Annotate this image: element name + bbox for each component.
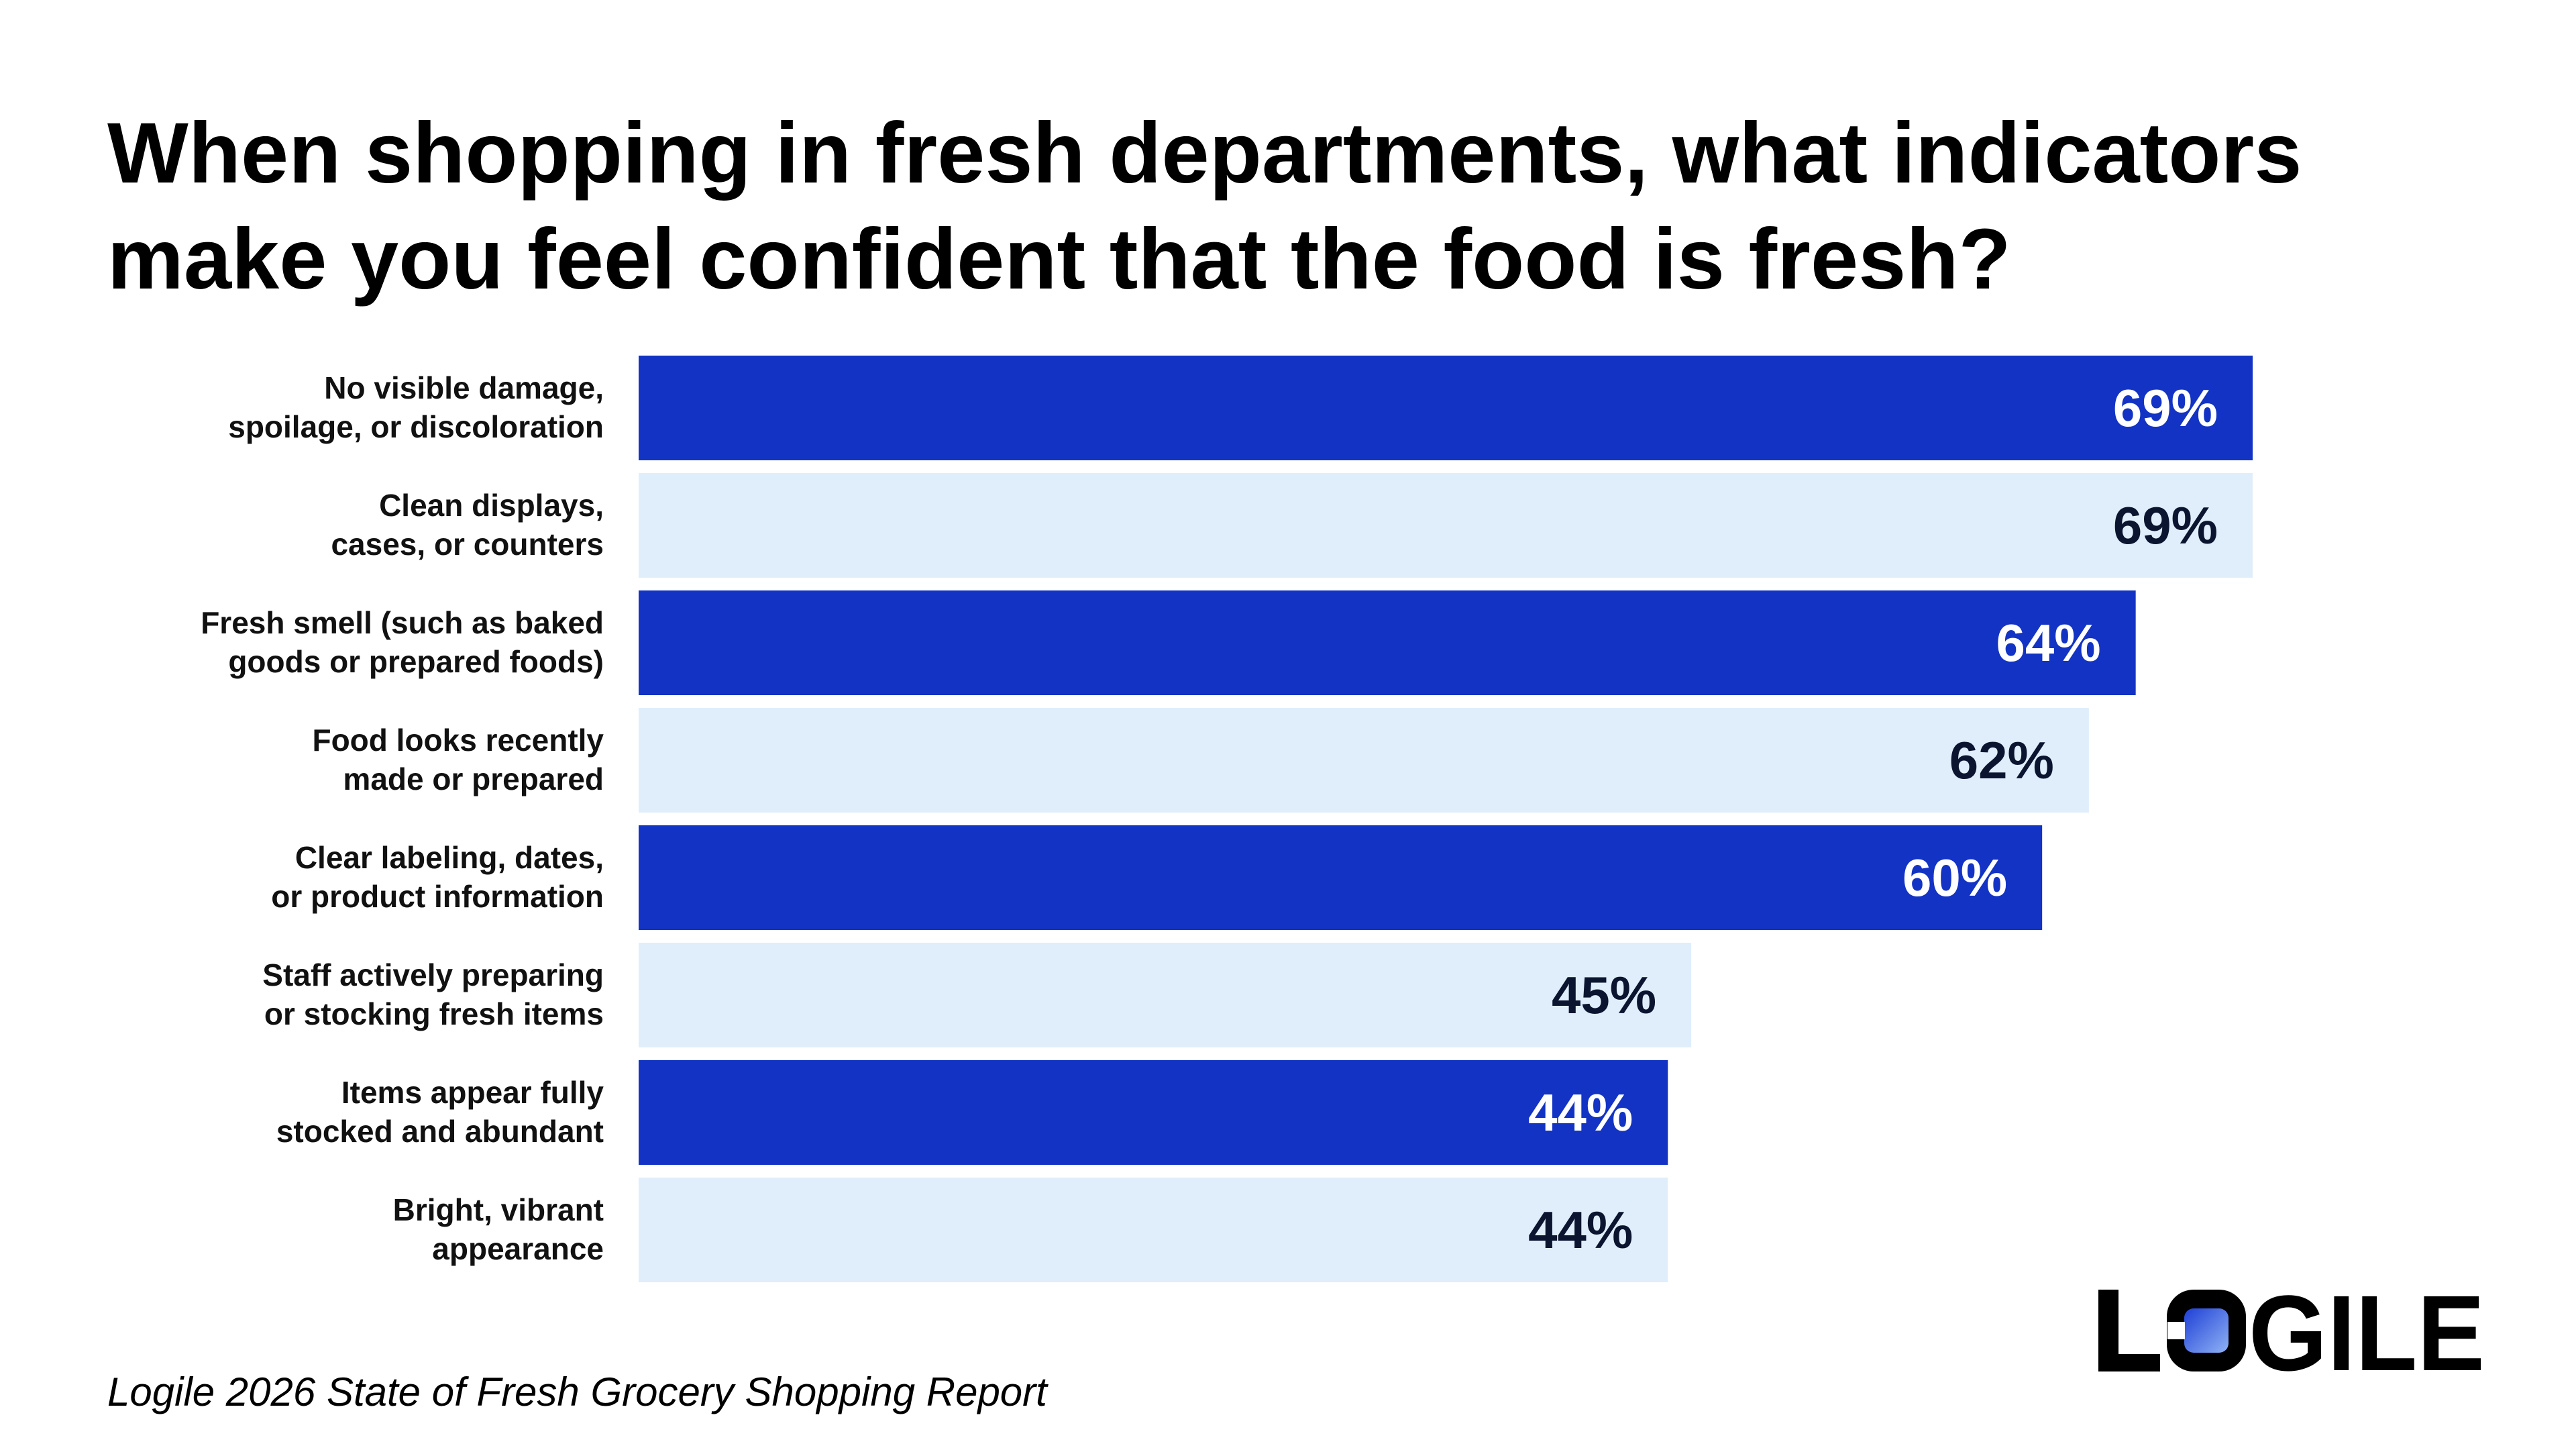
category-label-line: goods or prepared foods) (228, 644, 604, 679)
category-label-8: Bright, vibrant appearance (393, 1192, 604, 1266)
category-label-line: Clear labeling, dates, (295, 840, 604, 875)
category-label-line: Staff actively preparing (262, 957, 604, 992)
category-label-3: Fresh smell (such as baked goods or prepa… (201, 605, 604, 679)
bar-value-label-7: 44% (1528, 1083, 1633, 1142)
bar-3 (639, 590, 2136, 695)
bar-value-label-4: 62% (1949, 731, 2054, 790)
category-label-line: cases, or counters (331, 527, 604, 562)
bar-5 (639, 825, 2043, 930)
bar-1 (639, 356, 2253, 460)
category-label-line: appearance (432, 1231, 604, 1266)
chart-title-line-1: When shopping in fresh departments, what… (107, 105, 2302, 201)
bar-6 (639, 943, 1692, 1047)
category-label-line: spoilage, or discoloration (228, 409, 604, 444)
category-label-line: Fresh smell (such as baked (201, 605, 604, 640)
category-label-line: Food looks recently (312, 723, 604, 758)
bar-value-label-3: 64% (1996, 613, 2101, 672)
category-label-line: made or prepared (343, 762, 604, 796)
category-label-6: Staff actively preparing or stocking fres… (262, 957, 604, 1031)
chart-title: When shopping in fresh departments, what… (107, 101, 2455, 313)
logile-logo: GILE (2098, 1287, 2485, 1374)
category-label-line: Bright, vibrant (393, 1192, 604, 1227)
bar-8 (639, 1178, 1668, 1282)
category-label-7: Items appear fully stocked and abundant (276, 1075, 604, 1149)
category-label-1: No visible damage, spoilage, or discolora… (228, 370, 604, 444)
logo-wordmark: GILE (2249, 1287, 2485, 1374)
category-label-line: stocked and abundant (276, 1114, 604, 1149)
category-label-4: Food looks recently made or prepared (312, 723, 604, 796)
bar-2 (639, 473, 2253, 578)
category-label-line: or stocking fresh items (264, 996, 604, 1031)
bar-value-label-2: 69% (2113, 496, 2218, 555)
bar-value-label-6: 45% (1552, 966, 1656, 1025)
category-label-line: Items appear fully (341, 1075, 604, 1110)
chart-title-line-2: make you feel confident that the food is… (107, 211, 2011, 307)
source-citation: Logile 2026 State of Fresh Grocery Shopp… (107, 1369, 1047, 1414)
category-label-5: Clear labeling, dates, or product informa… (271, 840, 604, 914)
category-label-line: No visible damage, (324, 370, 604, 405)
category-label-line: or product information (271, 879, 604, 914)
bar-value-label-1: 69% (2113, 378, 2218, 437)
category-label-line: Clean displays, (379, 488, 604, 523)
bar-value-label-5: 60% (1902, 848, 2007, 907)
bar-value-label-8: 44% (1528, 1200, 1633, 1259)
bar-4 (639, 708, 2089, 813)
bar-7 (639, 1060, 1668, 1165)
category-label-2: Clean displays, cases, or counters (331, 488, 604, 562)
